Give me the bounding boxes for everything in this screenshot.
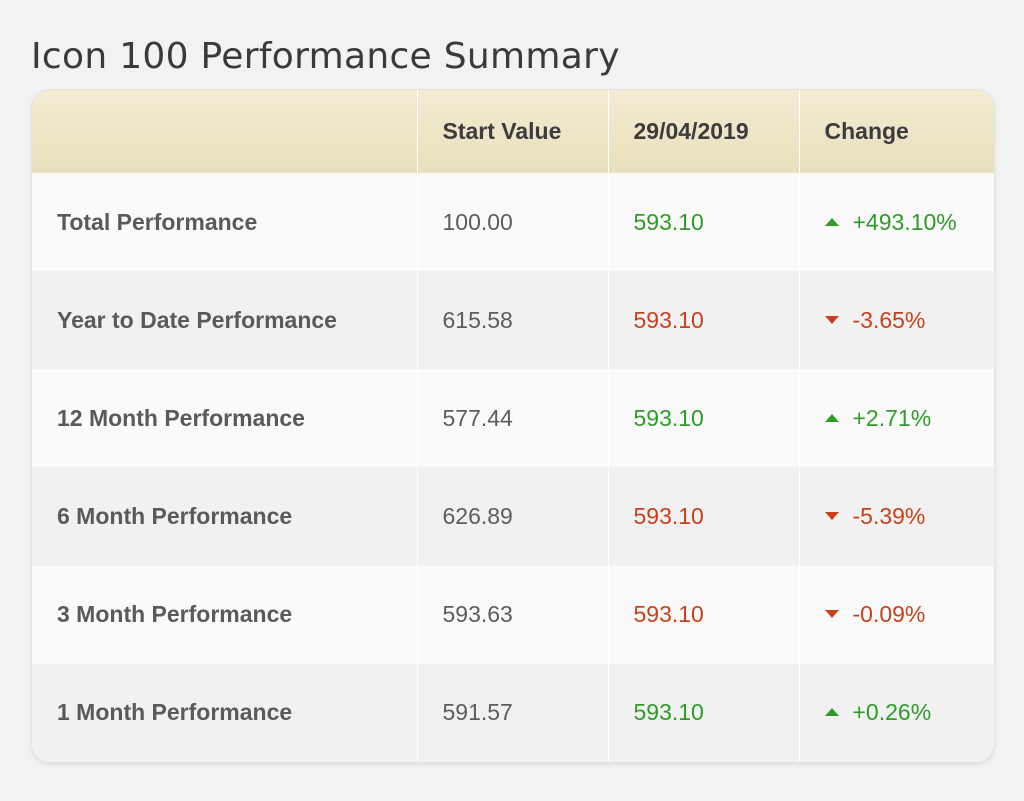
triangle-down-icon xyxy=(824,315,839,324)
start-value-cell: 593.63 xyxy=(416,565,608,664)
table-row: Total Performance 100.00 593.10 +493.10% xyxy=(32,173,994,272)
table-header: Start Value 29/04/2019 Change xyxy=(32,90,994,173)
row-label: 1 Month Performance xyxy=(57,699,293,726)
start-value-cell: 577.44 xyxy=(416,369,608,468)
row-label: 6 Month Performance xyxy=(57,503,293,530)
change-cell: -5.39% xyxy=(798,467,994,566)
change-cell: -0.09% xyxy=(798,565,994,664)
change-percent: -0.09% xyxy=(852,601,926,628)
page-title: Icon 100 Performance Summary xyxy=(31,36,620,78)
triangle-up-icon xyxy=(824,708,839,717)
triangle-down-icon xyxy=(824,610,839,619)
current-value-cell: 593.10 xyxy=(607,565,799,664)
change-percent: +0.26% xyxy=(852,699,932,726)
table-body: Total Performance 100.00 593.10 +493.10% Yea… xyxy=(32,173,994,762)
row-label: 12 Month Performance xyxy=(57,404,305,431)
row-label: Year to Date Performance xyxy=(57,306,337,333)
performance-table-card: Start Value 29/04/2019 Change Total Perf… xyxy=(32,90,994,762)
start-value-cell: 591.57 xyxy=(416,663,608,762)
table-row: 1 Month Performance 591.57 593.10 +0.26% xyxy=(32,663,994,762)
row-label: 3 Month Performance xyxy=(57,601,293,628)
start-value-cell: 100.00 xyxy=(416,173,608,272)
table-row: 12 Month Performance 577.44 593.10 +2.71% xyxy=(32,369,994,468)
start-value-cell: 626.89 xyxy=(416,467,608,566)
triangle-up-icon xyxy=(824,413,839,422)
performance-table: Start Value 29/04/2019 Change Total Perf… xyxy=(32,90,994,762)
table-row: 6 Month Performance 626.89 593.10 -5.39% xyxy=(32,467,994,566)
change-cell: +0.26% xyxy=(798,663,994,762)
change-percent: +493.10% xyxy=(852,208,957,235)
change-percent: -5.39% xyxy=(852,503,926,530)
triangle-down-icon xyxy=(824,511,839,520)
current-value-cell: 593.10 xyxy=(607,369,799,468)
header-change: Change xyxy=(798,90,994,173)
header-label-column xyxy=(32,90,417,173)
change-cell: +2.71% xyxy=(798,369,994,468)
change-cell: -3.65% xyxy=(798,271,994,370)
table-row: Year to Date Performance 615.58 593.10 -3.6… xyxy=(32,271,994,370)
table-row: 3 Month Performance 593.63 593.10 -0.09% xyxy=(32,565,994,664)
header-date: 29/04/2019 xyxy=(607,90,799,173)
change-percent: +2.71% xyxy=(852,404,932,431)
header-start-value: Start Value xyxy=(416,90,608,173)
change-percent: -3.65% xyxy=(852,306,926,333)
start-value-cell: 615.58 xyxy=(416,271,608,370)
current-value-cell: 593.10 xyxy=(607,467,799,566)
current-value-cell: 593.10 xyxy=(607,271,799,370)
current-value-cell: 593.10 xyxy=(607,663,799,762)
triangle-up-icon xyxy=(824,217,839,226)
table-header-row: Start Value 29/04/2019 Change xyxy=(32,90,994,173)
row-label: Total Performance xyxy=(57,208,258,235)
change-cell: +493.10% xyxy=(798,173,994,272)
current-value-cell: 593.10 xyxy=(607,173,799,272)
